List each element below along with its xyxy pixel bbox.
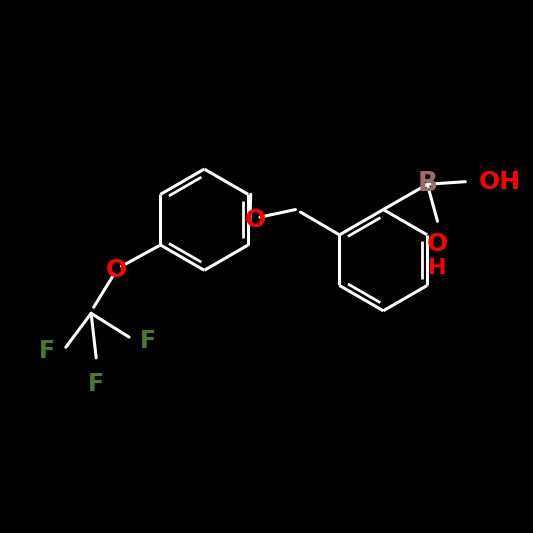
Text: F: F bbox=[140, 329, 156, 353]
Text: OH: OH bbox=[479, 169, 521, 193]
Text: F: F bbox=[38, 340, 55, 364]
Text: O: O bbox=[106, 259, 127, 282]
Text: F: F bbox=[88, 372, 104, 395]
Text: B: B bbox=[417, 171, 438, 197]
Text: H: H bbox=[428, 257, 447, 278]
Text: O: O bbox=[427, 232, 448, 256]
Text: O: O bbox=[244, 208, 265, 232]
